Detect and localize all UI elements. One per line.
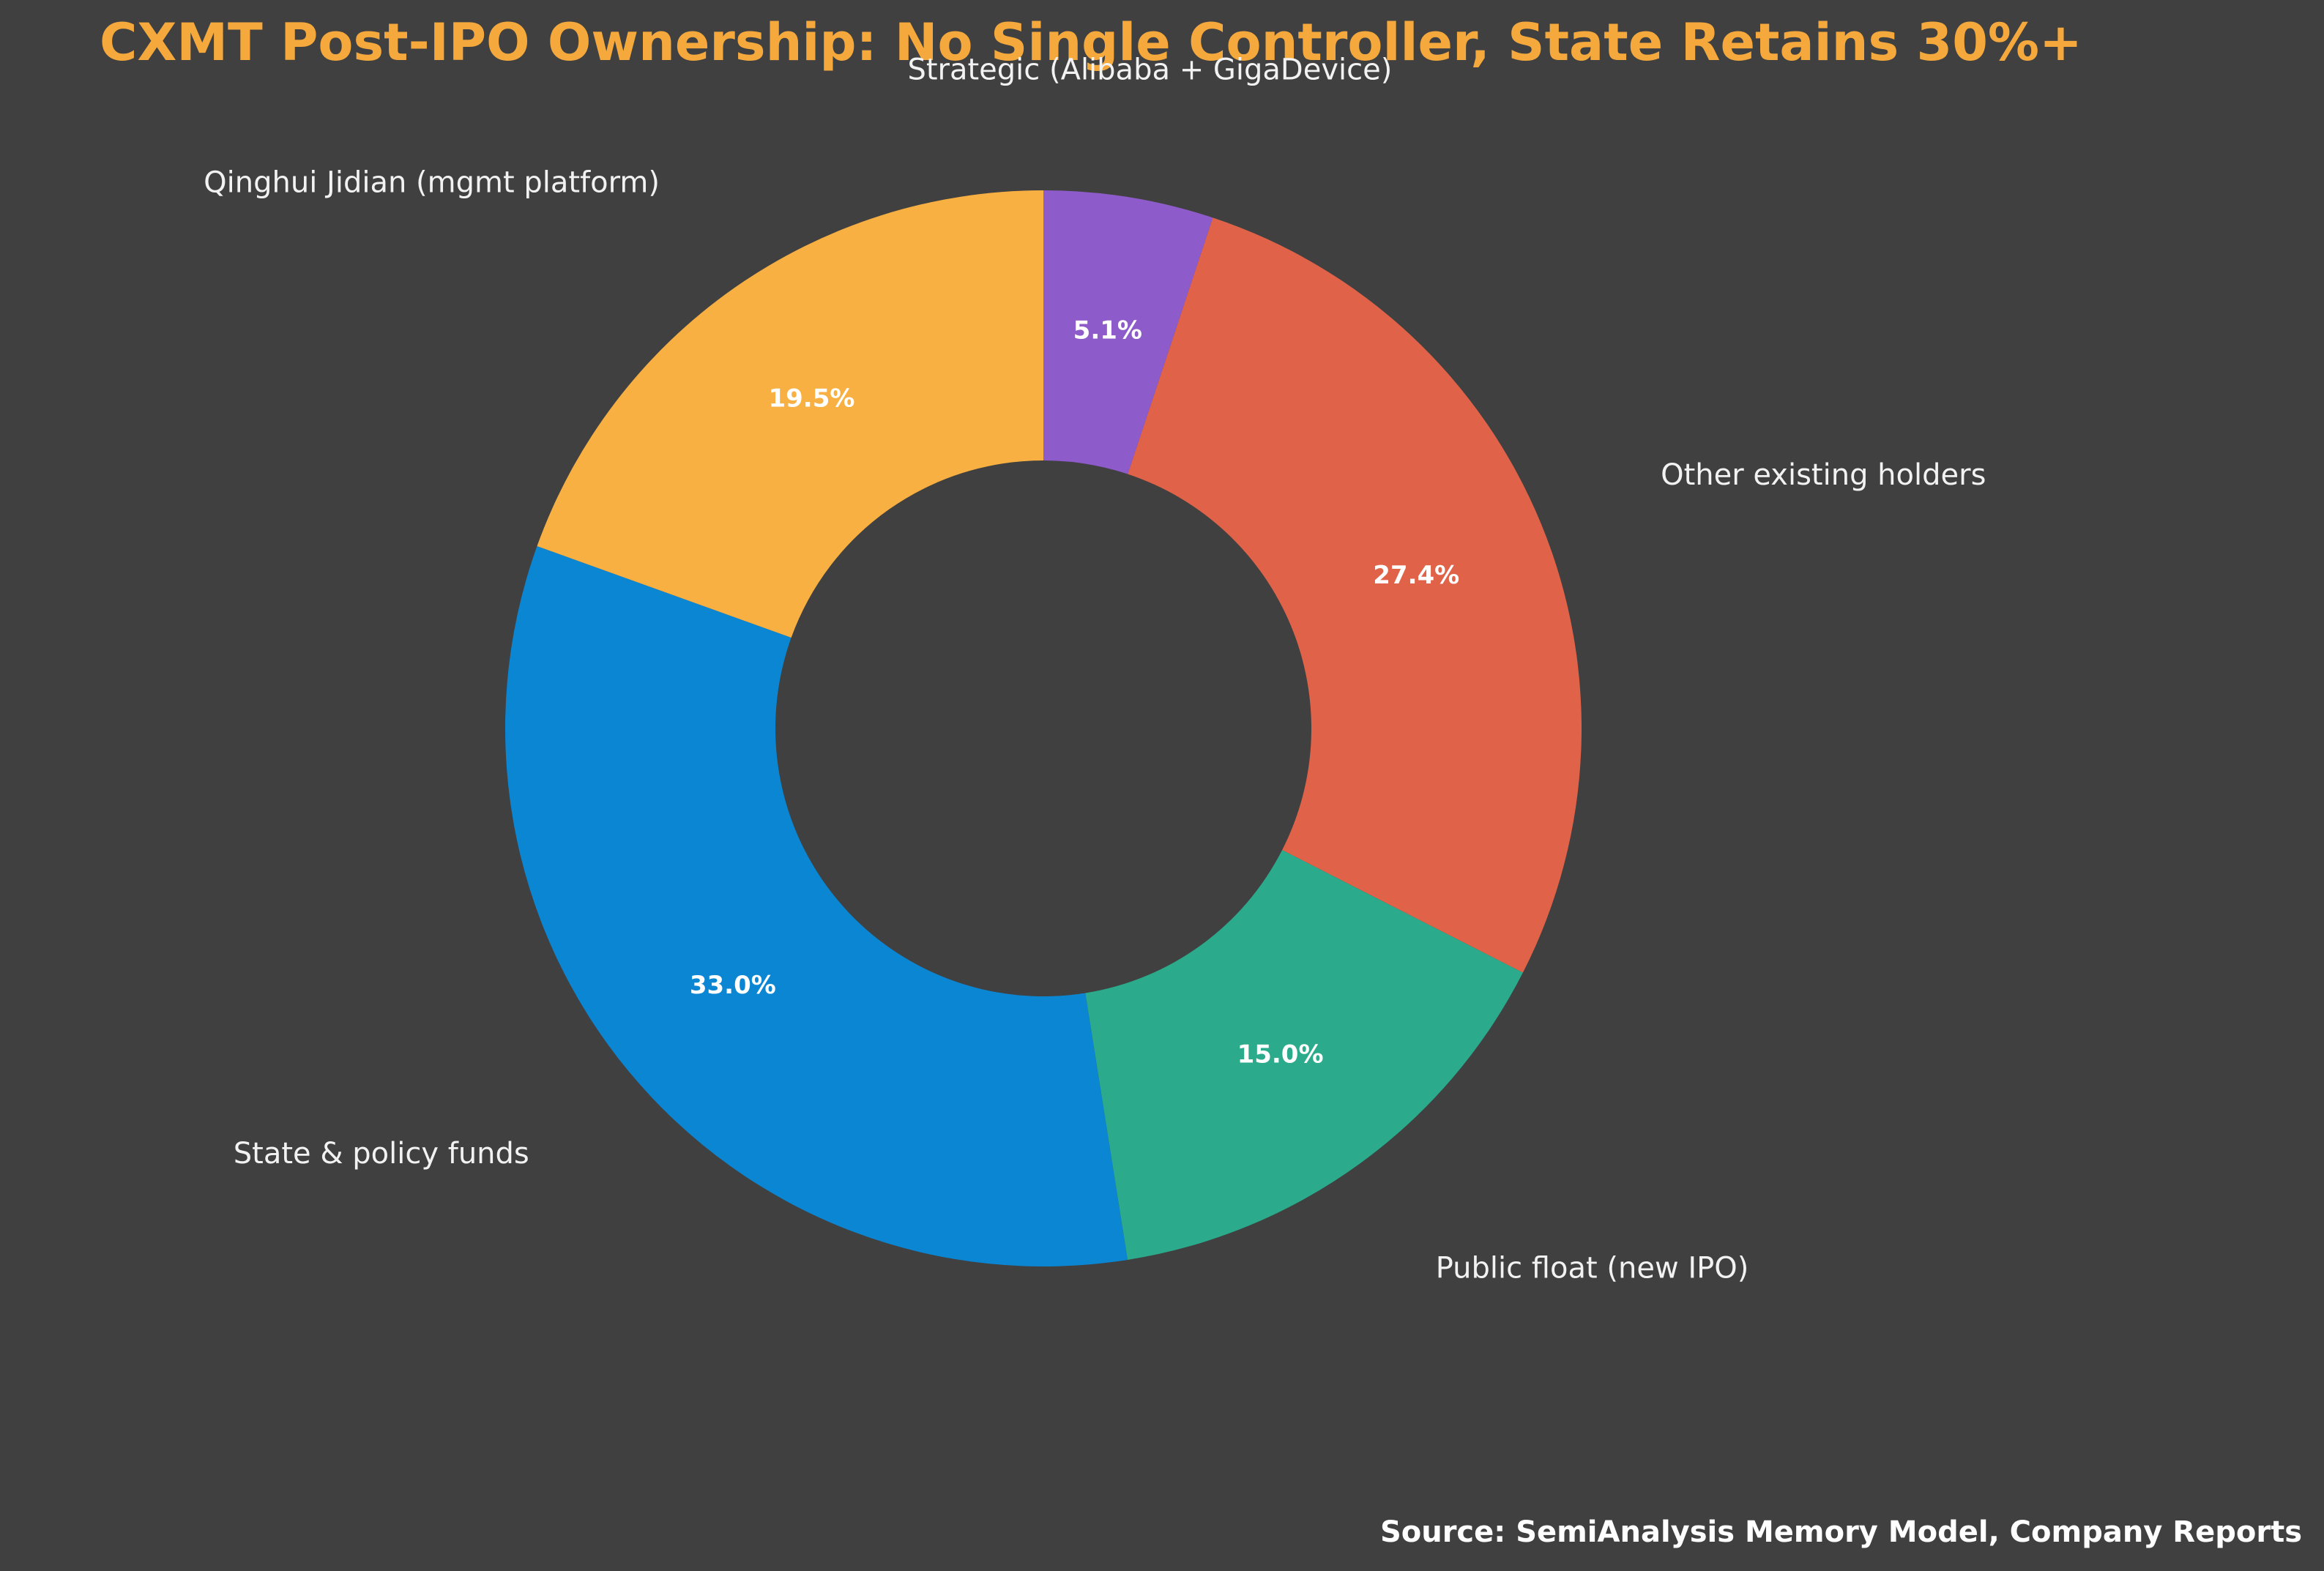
percent-label-state-policy-funds: 33.0% (690, 971, 776, 1000)
percent-labels-group: 5.1% 27.4% 15.0% 33.0% 19.5% (690, 316, 1459, 1070)
source-note: Source: SemiAnalysis Memory Model, Compa… (1380, 1515, 2302, 1549)
percent-label-public-float-new-ipo: 15.0% (1237, 1040, 1324, 1069)
percent-label-qinghui-jidian-mgmt-platform: 19.5% (768, 384, 854, 414)
slice-label-public-float-new-ipo: Public float (new IPO) (1436, 1251, 1749, 1285)
slice-label-qinghui-jidian-mgmt-platform: Qinghui Jidian (mgmt platform) (204, 165, 660, 199)
slice-labels-group: Strategic (Alibaba + GigaDevice) Other ex… (204, 53, 1986, 1285)
slices-group (505, 190, 1582, 1266)
slice-other-existing-holders (1128, 217, 1582, 973)
percent-label-other-existing-holders: 27.4% (1373, 561, 1459, 590)
slice-public-float-new-ipo (1085, 850, 1523, 1260)
slice-label-state-policy-funds: State & policy funds (234, 1137, 529, 1171)
slice-label-other-existing-holders: Other existing holders (1661, 458, 1986, 492)
slice-state-policy-funds (505, 546, 1128, 1266)
slice-label-strategic-alibaba-gigadevice: Strategic (Alibaba + GigaDevice) (907, 53, 1392, 86)
slice-qinghui-jidian-mgmt-platform (537, 190, 1043, 638)
slice-strategic-alibaba-gigadevice (1043, 190, 1213, 474)
percent-label-strategic-alibaba-gigadevice: 5.1% (1073, 316, 1142, 346)
chart-title: CXMT Post-IPO Ownership: No Single Contr… (100, 12, 2082, 72)
